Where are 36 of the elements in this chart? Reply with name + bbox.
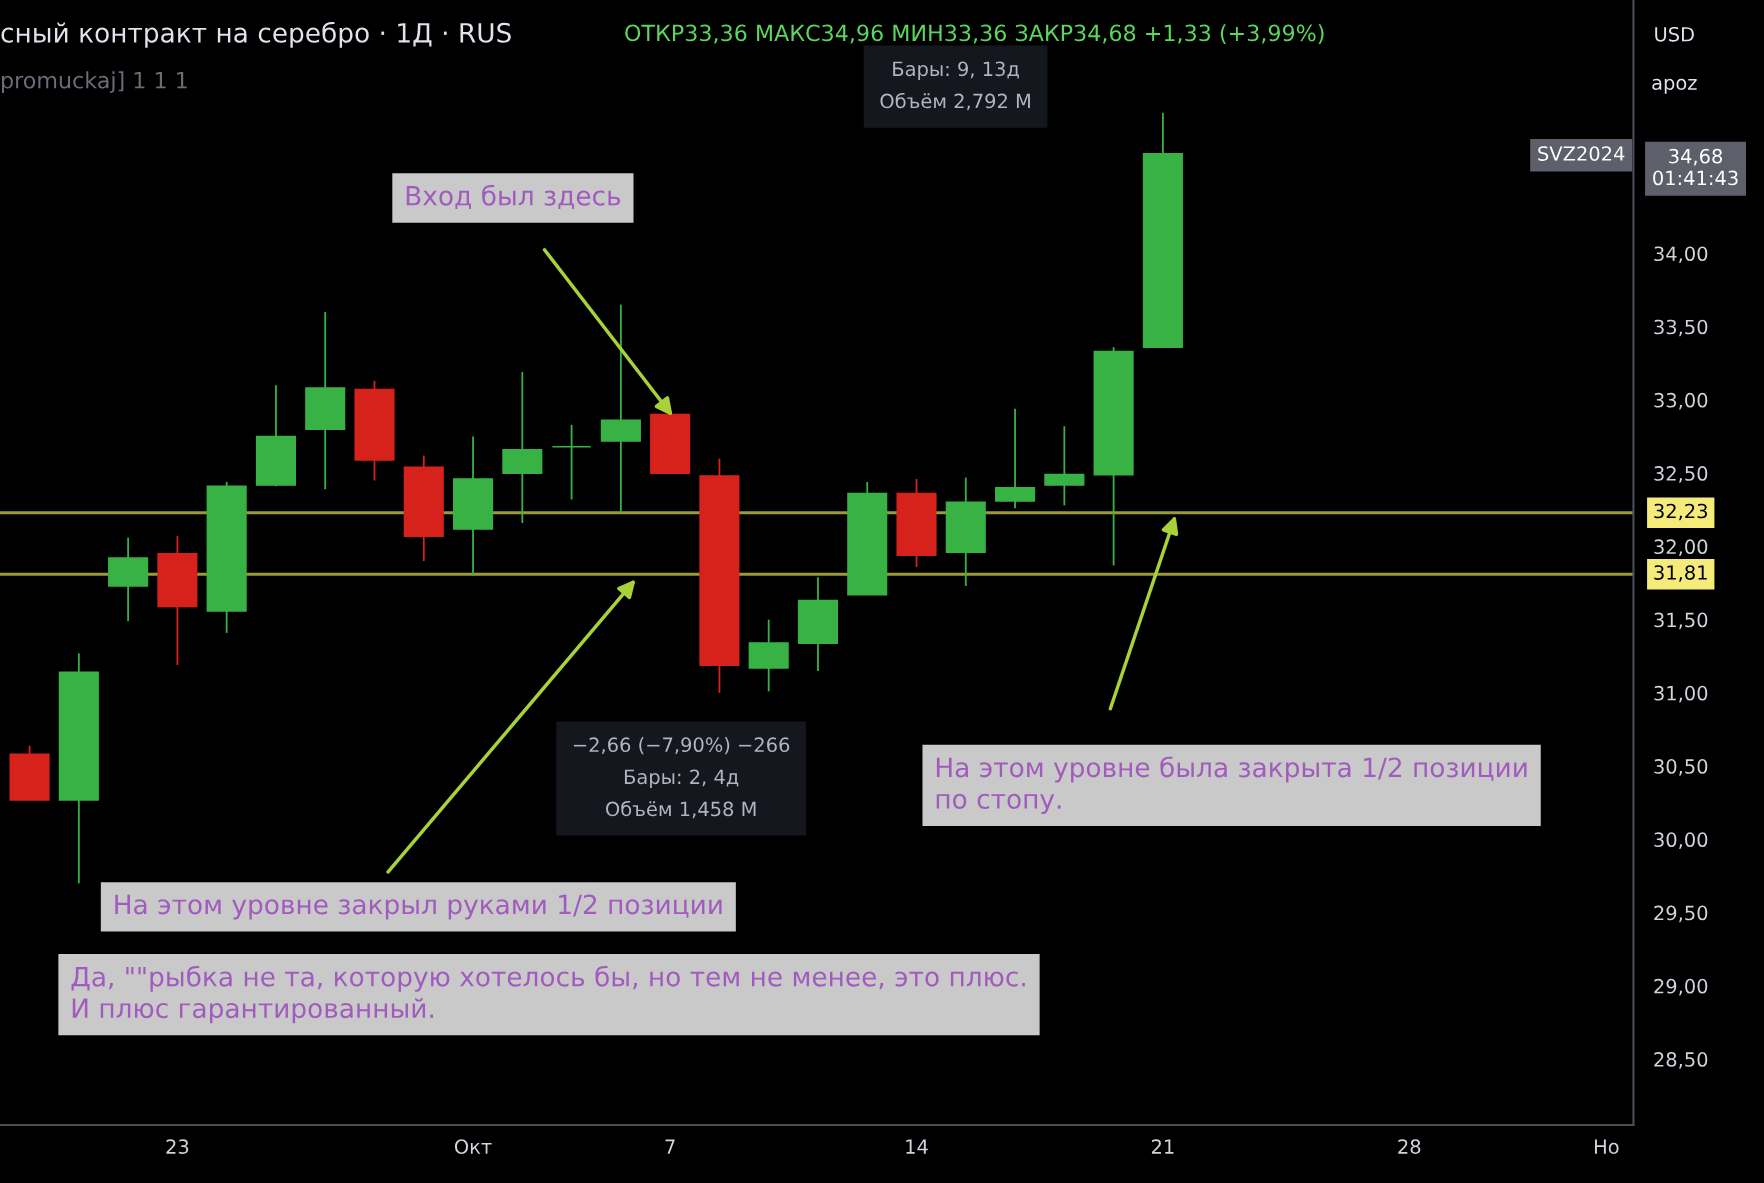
text: 34,68 01:41:43 [1653,148,1738,186]
annotation: Вход был здесь [406,184,621,209]
y-tick-label: 33,00 [1654,392,1708,410]
x-tick-label: 21 [1151,1139,1174,1154]
annotation: На этом уровне закрыл руками 1/2 позиции [115,894,722,920]
ref-line-label: 32,23 [1654,503,1708,521]
x-tick-label: 23 [166,1139,189,1154]
y-tick-label: 29,50 [1654,905,1708,923]
annotation: Бары: 9, 13д Объём 2,792 M [880,61,1030,111]
y-tick-label: 30,50 [1654,759,1708,776]
y-tick-label: 33,50 [1654,319,1708,337]
ref-line-label: 31,81 [1654,565,1707,582]
y-tick-label: 32,50 [1654,466,1708,483]
x-tick-label: Но [1595,1139,1619,1154]
annotation: На этом уровне была закрыта 1/2 позиции по стопу. [936,756,1527,815]
annotation: Да, ""рыбка не та, которую хотелось бы, но тем не менее, это плюс. И плюс гарантированный. [71,965,1025,1024]
annotation: promuckaj] 1 1 1 [2,71,187,93]
x-tick-label: 7 [665,1139,675,1154]
text: apoz [1652,78,1697,94]
y-tick-label: 32,00 [1654,539,1708,557]
y-tick-label: 31,50 [1654,612,1708,630]
y-tick-label: 29,00 [1654,978,1708,996]
y-tick-label: 31,00 [1654,685,1708,703]
candlestick [600,303,641,514]
x-tick-label: Окт [454,1139,492,1154]
x-tick-label: 14 [906,1139,928,1154]
text: сный контракт на серебро · 1Д · RUS [1,21,511,48]
annotation: SVZ2024 [1538,146,1625,161]
text: USD [1655,26,1694,42]
y-tick-label: 30,00 [1654,832,1708,850]
candlestick [551,423,592,501]
y-tick-label: 28,50 [1654,1052,1708,1069]
y-tick-label: 34,00 [1654,246,1708,264]
x-tick-label: 28 [1398,1139,1421,1154]
annotation: −2,66 (−7,90%) −266 Бары: 2, 4д Объём 1,458 M [573,737,790,819]
text: ОТКР33,36 МАКС34,96 МИН33,36 ЗАКР34,68 +1,33 (+3,99%) [625,24,1324,44]
